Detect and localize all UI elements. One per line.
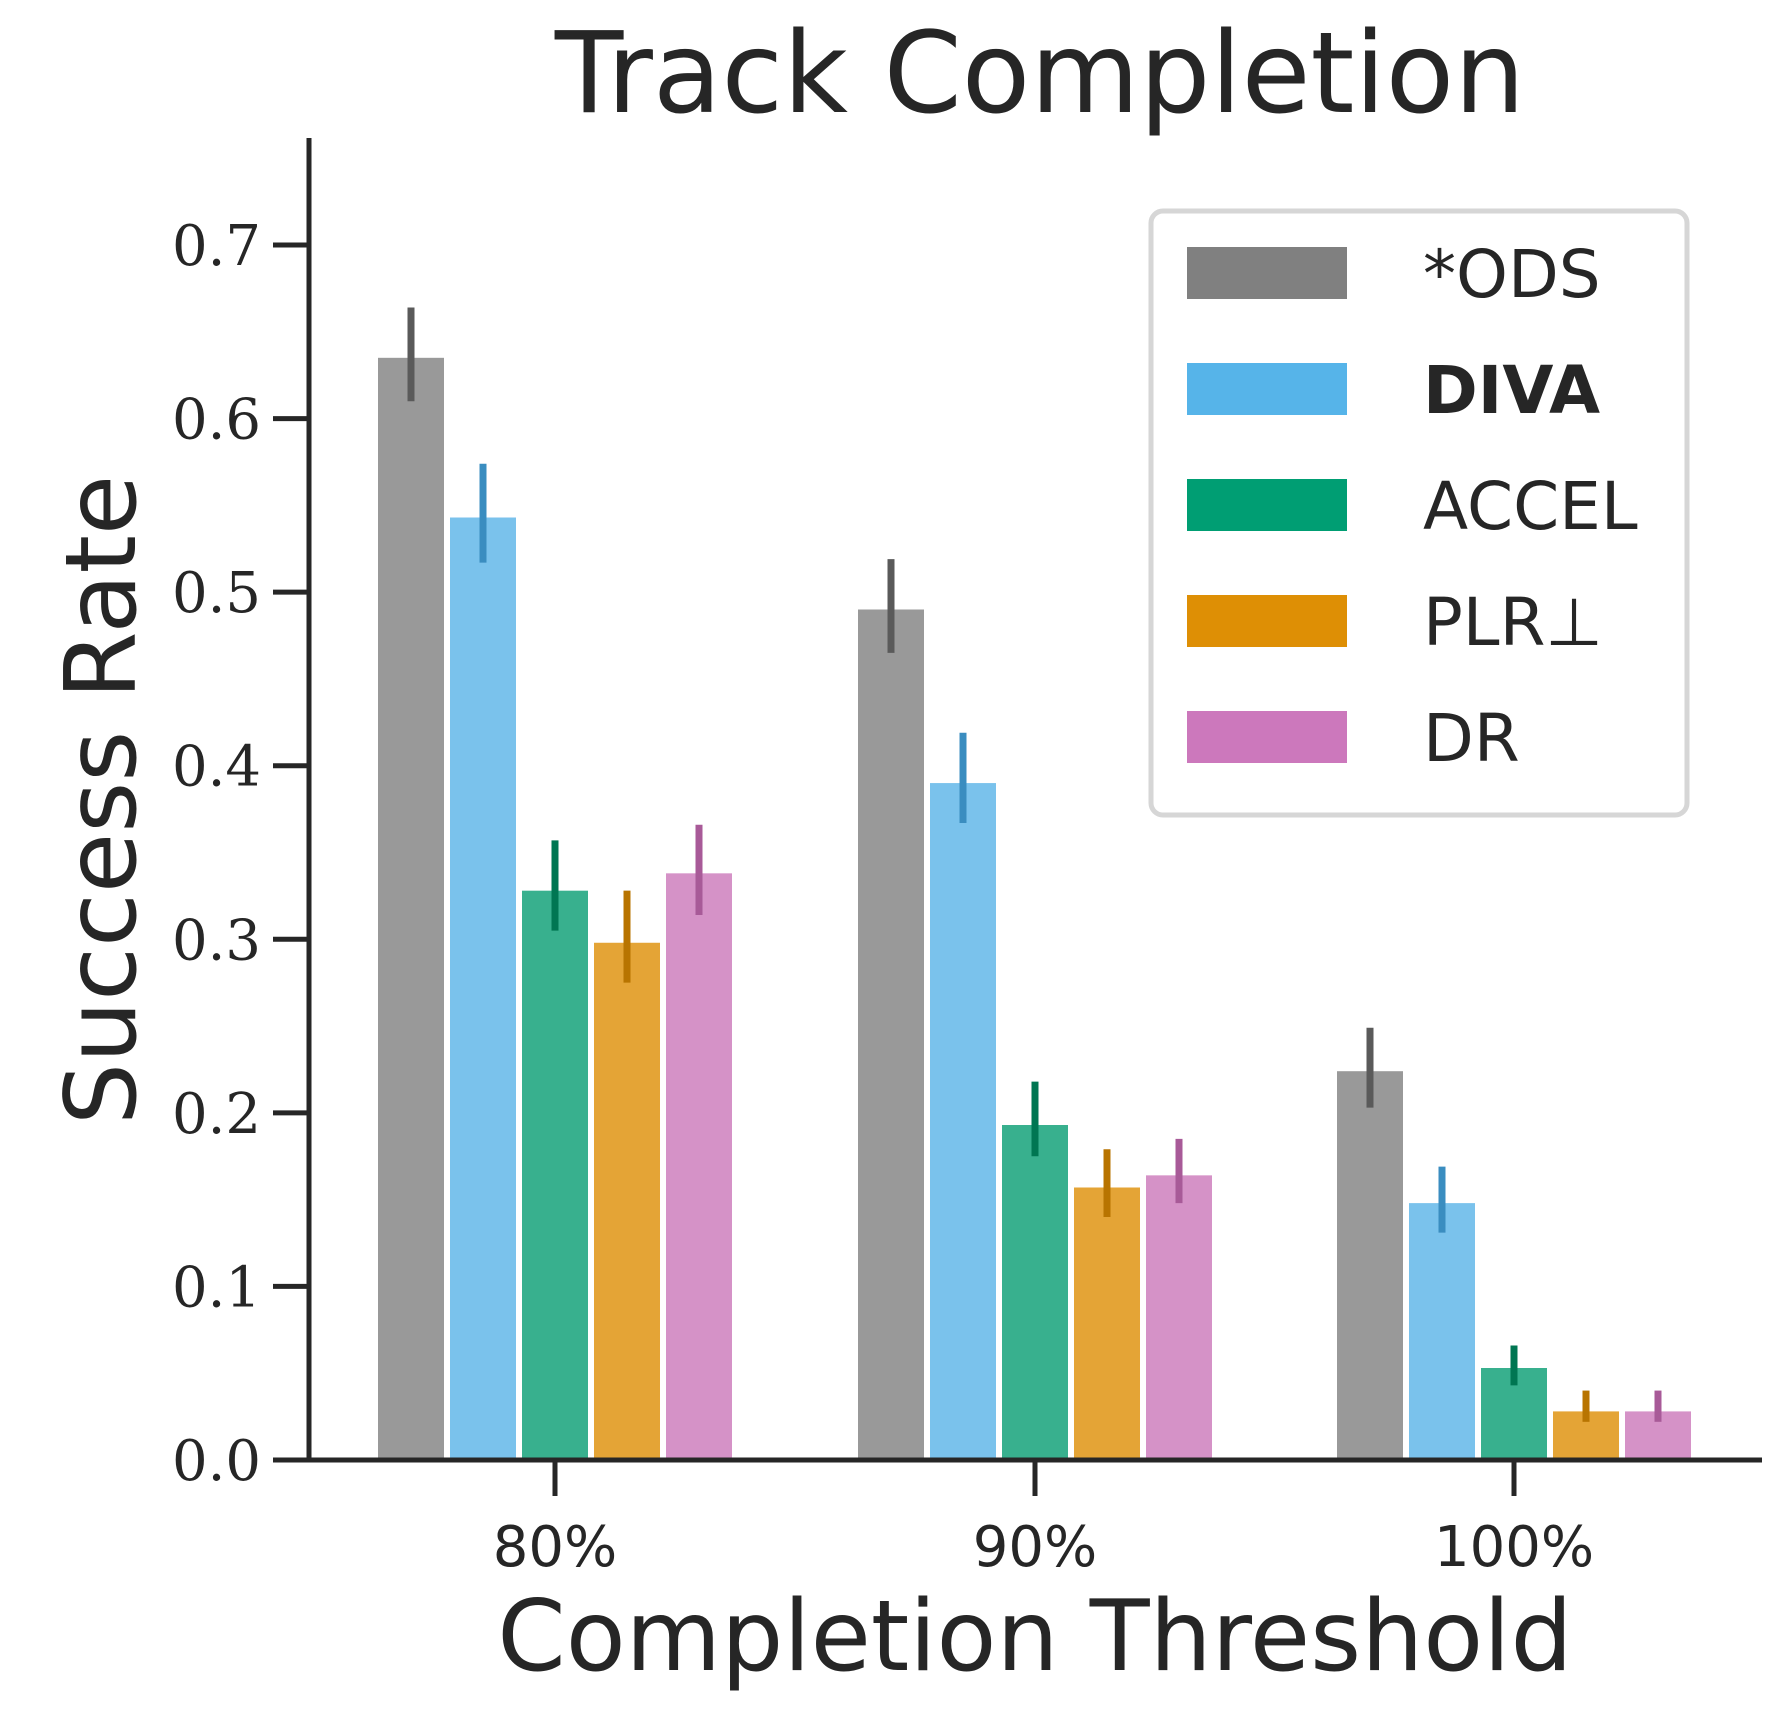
bar-dr-0 [666, 873, 732, 1460]
y-tick-label: 0.6 [172, 388, 261, 453]
bar-plr-0 [594, 942, 660, 1460]
legend-label: *ODS [1423, 236, 1601, 313]
bar-ods-0 [378, 357, 444, 1461]
x-tick-label: 90% [973, 1515, 1097, 1580]
x-axis-label: Completion Threshold [497, 1580, 1572, 1694]
legend-swatch [1187, 363, 1347, 415]
legend-swatch [1187, 711, 1347, 763]
y-tick-label: 0.2 [172, 1082, 261, 1147]
legend-frame [1148, 208, 1690, 818]
bars-layer [378, 357, 1691, 1461]
bar-diva-0 [450, 517, 516, 1460]
legend-swatch [1187, 479, 1347, 531]
legend-label: DR [1423, 700, 1520, 777]
legend: *ODS DIVA ACCEL PLR⊥ DR [1148, 208, 1690, 818]
legend-label: PLR⊥ [1423, 584, 1603, 661]
y-tick-label: 0.7 [172, 214, 261, 279]
x-tick-label: 80% [493, 1515, 617, 1580]
error-bars-layer [407, 307, 1662, 1422]
bar-ods-1 [858, 609, 924, 1460]
bar-plr-1 [1074, 1187, 1140, 1460]
y-tick-label: 0.4 [172, 735, 261, 800]
bar-accel-0 [522, 890, 588, 1460]
bar-ods-2 [1337, 1071, 1403, 1460]
bar-dr-1 [1146, 1175, 1212, 1460]
y-tick-label: 0.5 [172, 561, 261, 626]
y-tick-label: 0.3 [172, 908, 261, 973]
y-axis-label: Success Rate [45, 475, 159, 1125]
x-tick-label: 100% [1434, 1515, 1594, 1580]
bar-diva-2 [1409, 1203, 1475, 1460]
legend-label: DIVA [1423, 352, 1600, 429]
y-tick-label: 0.0 [172, 1429, 261, 1494]
chart-title: Track Completion [554, 9, 1525, 139]
x-axis-ticks: 80% 90% 100% [493, 1460, 1594, 1580]
bar-diva-1 [930, 783, 996, 1460]
y-tick-label: 0.1 [172, 1255, 261, 1320]
y-axis-ticks: 0.0 0.1 0.2 0.3 0.4 0.5 0.6 0.7 [172, 214, 309, 1494]
bar-accel-1 [1002, 1125, 1068, 1460]
legend-swatch [1187, 247, 1347, 299]
legend-swatch [1187, 595, 1347, 647]
legend-label: ACCEL [1423, 468, 1638, 545]
